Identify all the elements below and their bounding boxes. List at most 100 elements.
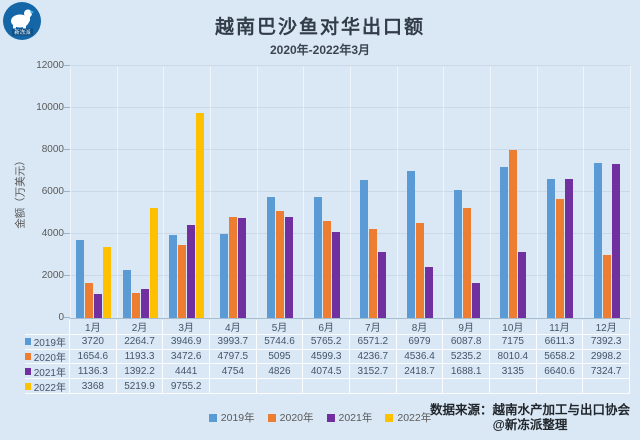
table-value-cell: 1688.1 — [443, 364, 490, 380]
category-separator-line — [70, 66, 71, 318]
bar-2021年-6月 — [331, 232, 340, 318]
table-value-cell: 4236.7 — [350, 349, 397, 365]
table-value-cell: 7392.3 — [583, 334, 630, 350]
y-axis-tick-label: 10000 — [36, 102, 64, 113]
bar-2021年-4月 — [238, 218, 247, 318]
category-separator-line — [396, 66, 398, 318]
bar-2021年-1月 — [93, 294, 102, 318]
y-axis-tick — [64, 317, 70, 318]
table-value-cell — [350, 379, 397, 394]
table-value-cell — [210, 379, 257, 394]
bar-2020年-3月 — [178, 245, 187, 318]
bar-2020年-12月 — [602, 255, 611, 318]
bar-2022年-3月 — [196, 113, 205, 318]
legend-item-2022年: 2022年 — [385, 410, 431, 425]
table-series-label: 2020年 — [25, 349, 70, 365]
category-separator-line — [583, 66, 585, 318]
bar-2019年-12月 — [593, 162, 602, 318]
table-value-cell — [536, 379, 584, 394]
table-month-header: 3月 — [163, 320, 210, 335]
table-value-cell: 4797.5 — [210, 349, 257, 365]
table-value-cell: 5744.6 — [256, 334, 304, 350]
table-value-cell — [256, 379, 304, 394]
category-separator-line — [490, 66, 491, 318]
table-value-cell: 4074.5 — [303, 364, 350, 380]
y-axis-tick — [64, 191, 70, 192]
table-month-header: 9月 — [443, 320, 490, 335]
table-value-cell: 6979 — [396, 334, 444, 350]
bar-2021年-8月 — [425, 267, 433, 318]
y-axis-tick-label: 0 — [58, 312, 64, 323]
logo-ribbon — [12, 28, 33, 36]
legend-label: 2020年 — [279, 412, 314, 424]
bar-2022年-1月 — [102, 247, 111, 318]
y-axis-tick — [64, 233, 70, 234]
table-value-cell: 7324.7 — [583, 364, 630, 380]
bar-2019年-1月 — [75, 239, 84, 318]
bar-2020年-2月 — [131, 292, 140, 318]
bar-2019年-6月 — [313, 196, 322, 318]
table-value-cell: 3720 — [70, 334, 117, 350]
legend-label: 2021年 — [338, 412, 373, 424]
bar-2019年-8月 — [407, 171, 415, 318]
bar-2020年-11月 — [556, 199, 564, 318]
table-month-header: 11月 — [536, 320, 584, 335]
bar-2020年-5月 — [276, 211, 284, 318]
bar-2020年-4月 — [229, 217, 238, 318]
bar-2019年-7月 — [360, 180, 369, 318]
y-axis-tick — [64, 275, 70, 276]
table-month-header: 2月 — [116, 320, 164, 335]
category-separator-line — [163, 66, 165, 318]
y-axis-tick-label: 12000 — [36, 60, 64, 71]
legend-label: 2022年 — [397, 412, 432, 424]
table-month-header: 8月 — [396, 320, 444, 335]
table-value-cell: 5219.9 — [116, 379, 164, 394]
bar-2019年-10月 — [500, 167, 509, 318]
bar-2020年-10月 — [509, 149, 518, 318]
table-value-cell: 2418.7 — [396, 364, 444, 380]
y-axis-tick-label: 2000 — [41, 270, 64, 281]
table-value-cell: 1392.2 — [116, 364, 164, 380]
series-key-text: 2022年 — [33, 382, 66, 394]
y-axis-tick-label: 8000 — [41, 144, 64, 155]
table-value-cell: 1136.3 — [70, 364, 117, 380]
gridline — [70, 65, 630, 66]
table-value-cell: 4826 — [256, 364, 304, 380]
table-value-cell — [490, 379, 537, 394]
category-separator-line — [256, 66, 258, 318]
series-key-swatch — [25, 367, 31, 375]
bar-2021年-2月 — [140, 288, 149, 318]
bar-2021年-5月 — [285, 216, 293, 318]
table-month-header: 10月 — [490, 320, 537, 335]
category-separator-line — [443, 66, 445, 318]
chart-data-table: 1月 2月 3月 4月 5月 6月 7月 8月 9月 10月 11月 12月 2019年 3720 2264… — [25, 320, 630, 394]
bar-2020年-9月 — [462, 208, 471, 318]
table-value-cell: 1654.6 — [70, 349, 117, 365]
table-series-label: 2021年 — [25, 364, 70, 380]
bar-2022年-2月 — [149, 208, 158, 318]
table-value-cell: 3946.9 — [163, 334, 210, 350]
series-key-text: 2019年 — [33, 338, 66, 350]
bar-2021年-7月 — [378, 251, 387, 318]
table-value-cell: 6640.6 — [536, 364, 584, 380]
table-month-header: 4月 — [210, 320, 257, 335]
category-separator-line — [210, 66, 211, 318]
bar-2019年-11月 — [547, 179, 555, 318]
table-corner-cell — [25, 320, 70, 335]
legend-swatch — [385, 413, 394, 422]
bar-2019年-9月 — [453, 190, 462, 318]
bar-2021年-12月 — [611, 164, 620, 318]
table-value-cell: 5658.2 — [536, 349, 584, 365]
legend-item-2021年: 2021年 — [326, 410, 373, 425]
table-month-header: 1月 — [70, 320, 117, 335]
table-value-cell: 3472.6 — [163, 349, 210, 365]
bar-2021年-9月 — [471, 282, 480, 318]
bar-2019年-5月 — [267, 197, 275, 318]
brand-logo: 新冻派 — [3, 2, 41, 40]
bar-2021年-10月 — [518, 252, 527, 318]
category-separator-line — [630, 66, 631, 318]
y-axis-tick — [64, 107, 70, 108]
credit-line: @新冻派整理 — [492, 418, 568, 432]
table-value-cell: 5095 — [256, 349, 304, 365]
table-value-cell: 6571.2 — [350, 334, 397, 350]
